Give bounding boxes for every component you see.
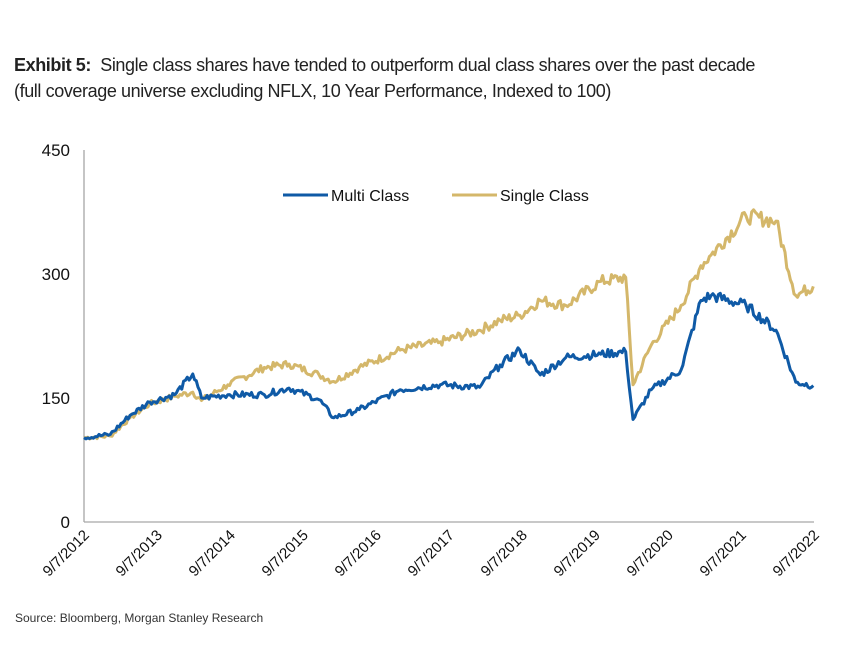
- legend-label-multi-class: Multi Class: [331, 188, 409, 205]
- series-lines: [83, 208, 815, 441]
- x-tick-label: 9/7/2019: [551, 527, 604, 580]
- y-tick-label: 450: [42, 141, 70, 160]
- x-tick-label: 9/7/2013: [113, 527, 166, 580]
- x-tick-label: 9/7/2020: [624, 527, 677, 580]
- x-tick-label: 9/7/2015: [259, 527, 312, 580]
- series-line-single-class: [83, 208, 815, 441]
- series-line-multi-class: [83, 291, 815, 441]
- legend-label-single-class: Single Class: [500, 188, 589, 205]
- y-tick-label: 300: [42, 265, 70, 284]
- title-text: Single class shares have tended to outpe…: [100, 55, 756, 75]
- y-tick-label: 150: [42, 389, 70, 408]
- x-tick-label: 9/7/2017: [405, 527, 458, 580]
- exhibit-label: Exhibit 5:: [14, 55, 92, 75]
- x-tick-label: 9/7/2016: [332, 527, 385, 580]
- x-tick-label: 9/7/2021: [697, 527, 750, 580]
- chart-title: Exhibit 5: Single class shares have tend…: [14, 52, 755, 78]
- axes: 0 150 300 450 9/7/2012 9/7/2013 9/7/2014 9/7/20…: [40, 141, 823, 580]
- y-tick-label: 0: [61, 513, 70, 532]
- x-tick-label: 9/7/2012: [40, 527, 93, 580]
- source-note: Source: Bloomberg, Morgan Stanley Resear…: [15, 611, 264, 625]
- x-tick-label: 9/7/2022: [770, 527, 823, 580]
- legend: Multi Class Single Class: [283, 188, 589, 205]
- x-tick-label: 9/7/2018: [478, 527, 531, 580]
- x-tick-label: 9/7/2014: [186, 527, 239, 580]
- chart-subtitle: (full coverage universe excluding NFLX, …: [14, 81, 611, 101]
